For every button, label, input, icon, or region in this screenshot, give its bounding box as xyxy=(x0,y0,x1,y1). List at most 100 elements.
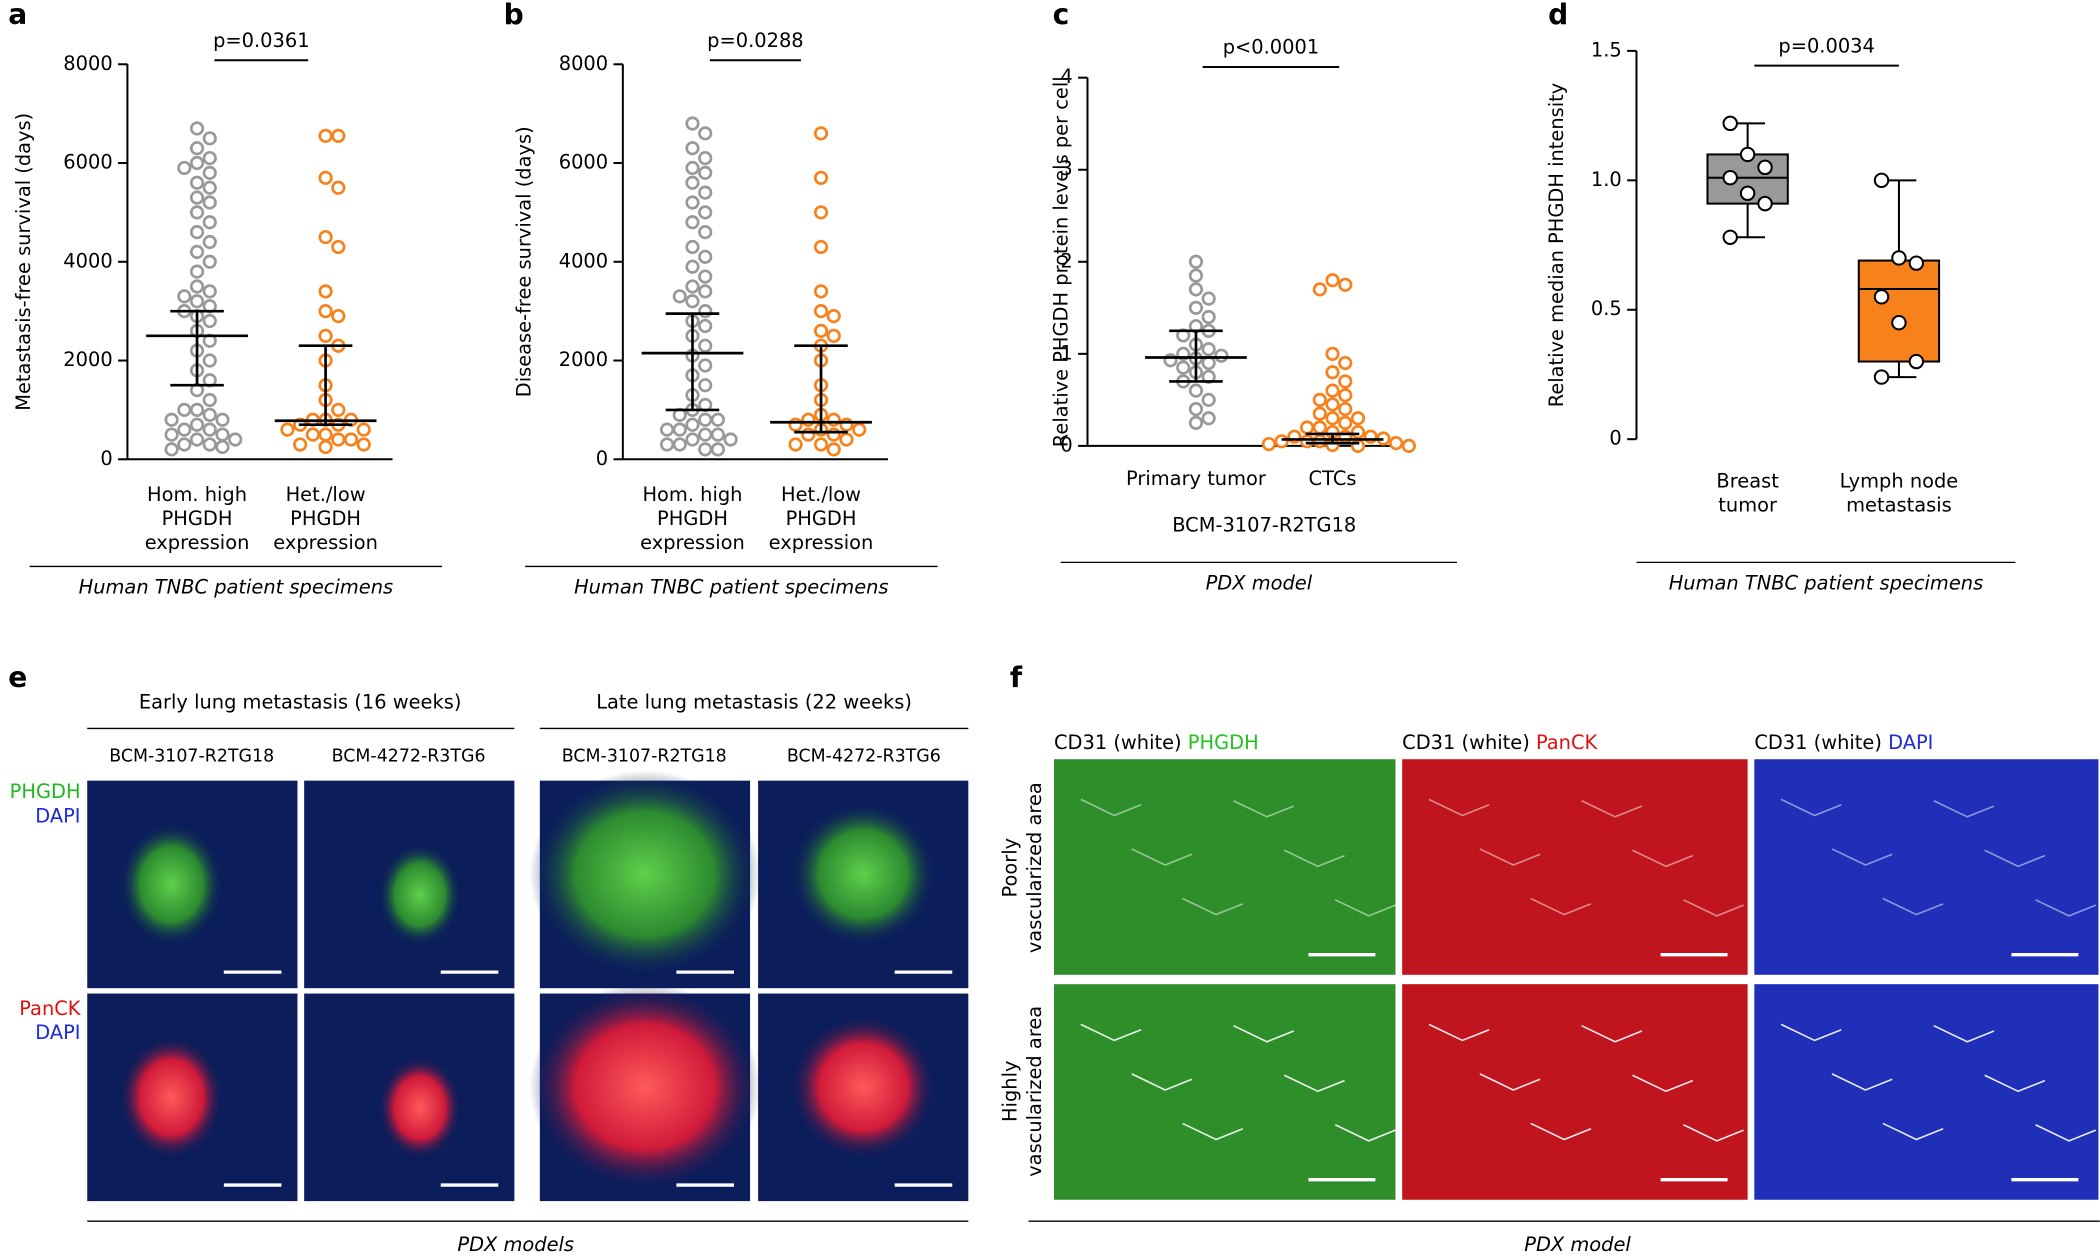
data-point xyxy=(164,442,179,457)
vessel xyxy=(1780,1023,1842,1042)
data-point xyxy=(356,422,371,437)
data-point xyxy=(801,427,816,442)
vessel xyxy=(1182,897,1244,916)
image-grid xyxy=(87,770,969,1202)
data-point xyxy=(698,269,713,284)
y-tick-label: 2000 xyxy=(559,348,608,371)
data-point xyxy=(177,160,192,176)
x-axis-label: BCM-3107-R2TG18 xyxy=(1172,514,1356,537)
data-point xyxy=(698,165,713,180)
stain-region xyxy=(789,801,937,947)
data-point xyxy=(1873,289,1890,305)
data-point xyxy=(1891,315,1907,331)
data-point xyxy=(356,437,371,452)
vessel xyxy=(2035,1124,2097,1142)
data-point xyxy=(189,205,205,220)
data-point xyxy=(672,422,687,437)
header-stain: PanCK xyxy=(1536,731,1599,754)
data-point xyxy=(331,308,346,324)
header-stain: PHGDH xyxy=(1188,731,1259,754)
row-label: Highly xyxy=(999,1061,1022,1122)
data-point xyxy=(710,412,726,427)
model-label: BCM-4272-R3TG6 xyxy=(787,747,941,767)
vessel xyxy=(1233,800,1294,818)
vessel xyxy=(1428,798,1490,817)
data-point xyxy=(189,121,205,136)
x-tick-label: tumor xyxy=(1718,494,1777,517)
data-point xyxy=(1325,383,1340,398)
data-point xyxy=(189,175,205,190)
vessel xyxy=(1831,1073,1893,1091)
footer: PDX model xyxy=(1524,1233,1631,1256)
footer: Human TNBC patient specimens xyxy=(574,575,888,598)
x-tick-label: expression xyxy=(145,531,250,554)
x-tick-label: Hom. high xyxy=(642,483,742,506)
data-point xyxy=(685,195,700,210)
x-tick-label: Breast xyxy=(1716,470,1779,493)
x-tick-label: expression xyxy=(273,531,378,554)
micrograph xyxy=(1402,984,1748,1200)
data-point xyxy=(1176,360,1191,375)
p-value: p=0.0288 xyxy=(707,29,803,52)
data-point xyxy=(1873,369,1890,385)
data-point xyxy=(293,437,308,452)
data-point xyxy=(685,294,700,309)
vessel xyxy=(1334,1124,1396,1142)
data-point xyxy=(1201,291,1216,306)
vessel xyxy=(1683,899,1744,917)
data-point xyxy=(813,239,829,255)
data-point xyxy=(1389,436,1404,451)
row-label: PanCK xyxy=(19,997,82,1020)
row-label: Poorly xyxy=(999,838,1022,898)
data-point xyxy=(826,308,841,324)
row-label: vascularized area xyxy=(1023,1006,1046,1177)
data-point xyxy=(813,284,829,299)
data-point xyxy=(1312,406,1327,421)
micrograph xyxy=(1054,984,1396,1200)
data-point xyxy=(685,239,700,255)
data-point xyxy=(813,126,829,141)
micrograph xyxy=(1754,984,2099,1200)
data-point xyxy=(659,422,675,437)
data-point xyxy=(202,422,217,437)
data-point xyxy=(1401,438,1416,453)
data-point xyxy=(305,427,320,442)
data-point xyxy=(710,427,726,442)
data-point xyxy=(202,437,217,452)
vessel xyxy=(1334,899,1396,917)
vessel xyxy=(1479,1073,1541,1091)
footer: PDX model xyxy=(1206,571,1313,594)
data-point xyxy=(698,427,713,442)
data-point xyxy=(189,279,205,294)
data-point xyxy=(698,185,713,200)
data-point xyxy=(1188,282,1204,297)
data-point xyxy=(826,442,841,457)
vessel xyxy=(1283,849,1345,868)
data-point xyxy=(788,417,803,432)
vessel xyxy=(1632,1074,1694,1093)
y-tick-label: 3 xyxy=(1060,157,1072,180)
data-point xyxy=(1312,434,1327,449)
data-point xyxy=(839,417,854,432)
data-point xyxy=(813,323,829,339)
data-point xyxy=(1350,411,1366,426)
data-point xyxy=(177,402,192,418)
data-point xyxy=(1338,355,1353,371)
data-point xyxy=(177,289,192,304)
vessel xyxy=(1283,1074,1345,1093)
data-point xyxy=(1338,415,1353,430)
data-point xyxy=(1201,355,1216,371)
panel-letter: b xyxy=(504,0,524,31)
data-point xyxy=(318,128,333,143)
data-point xyxy=(698,318,713,334)
vessel xyxy=(1780,798,1842,817)
data-point xyxy=(685,175,700,190)
data-point xyxy=(826,328,841,343)
data-point xyxy=(813,170,829,185)
data-point xyxy=(189,190,205,205)
data-point xyxy=(1722,170,1738,186)
data-point xyxy=(1312,420,1327,435)
header-stain: DAPI xyxy=(1888,731,1933,754)
data-point xyxy=(723,432,738,447)
x-tick-label: metastasis xyxy=(1846,494,1952,517)
